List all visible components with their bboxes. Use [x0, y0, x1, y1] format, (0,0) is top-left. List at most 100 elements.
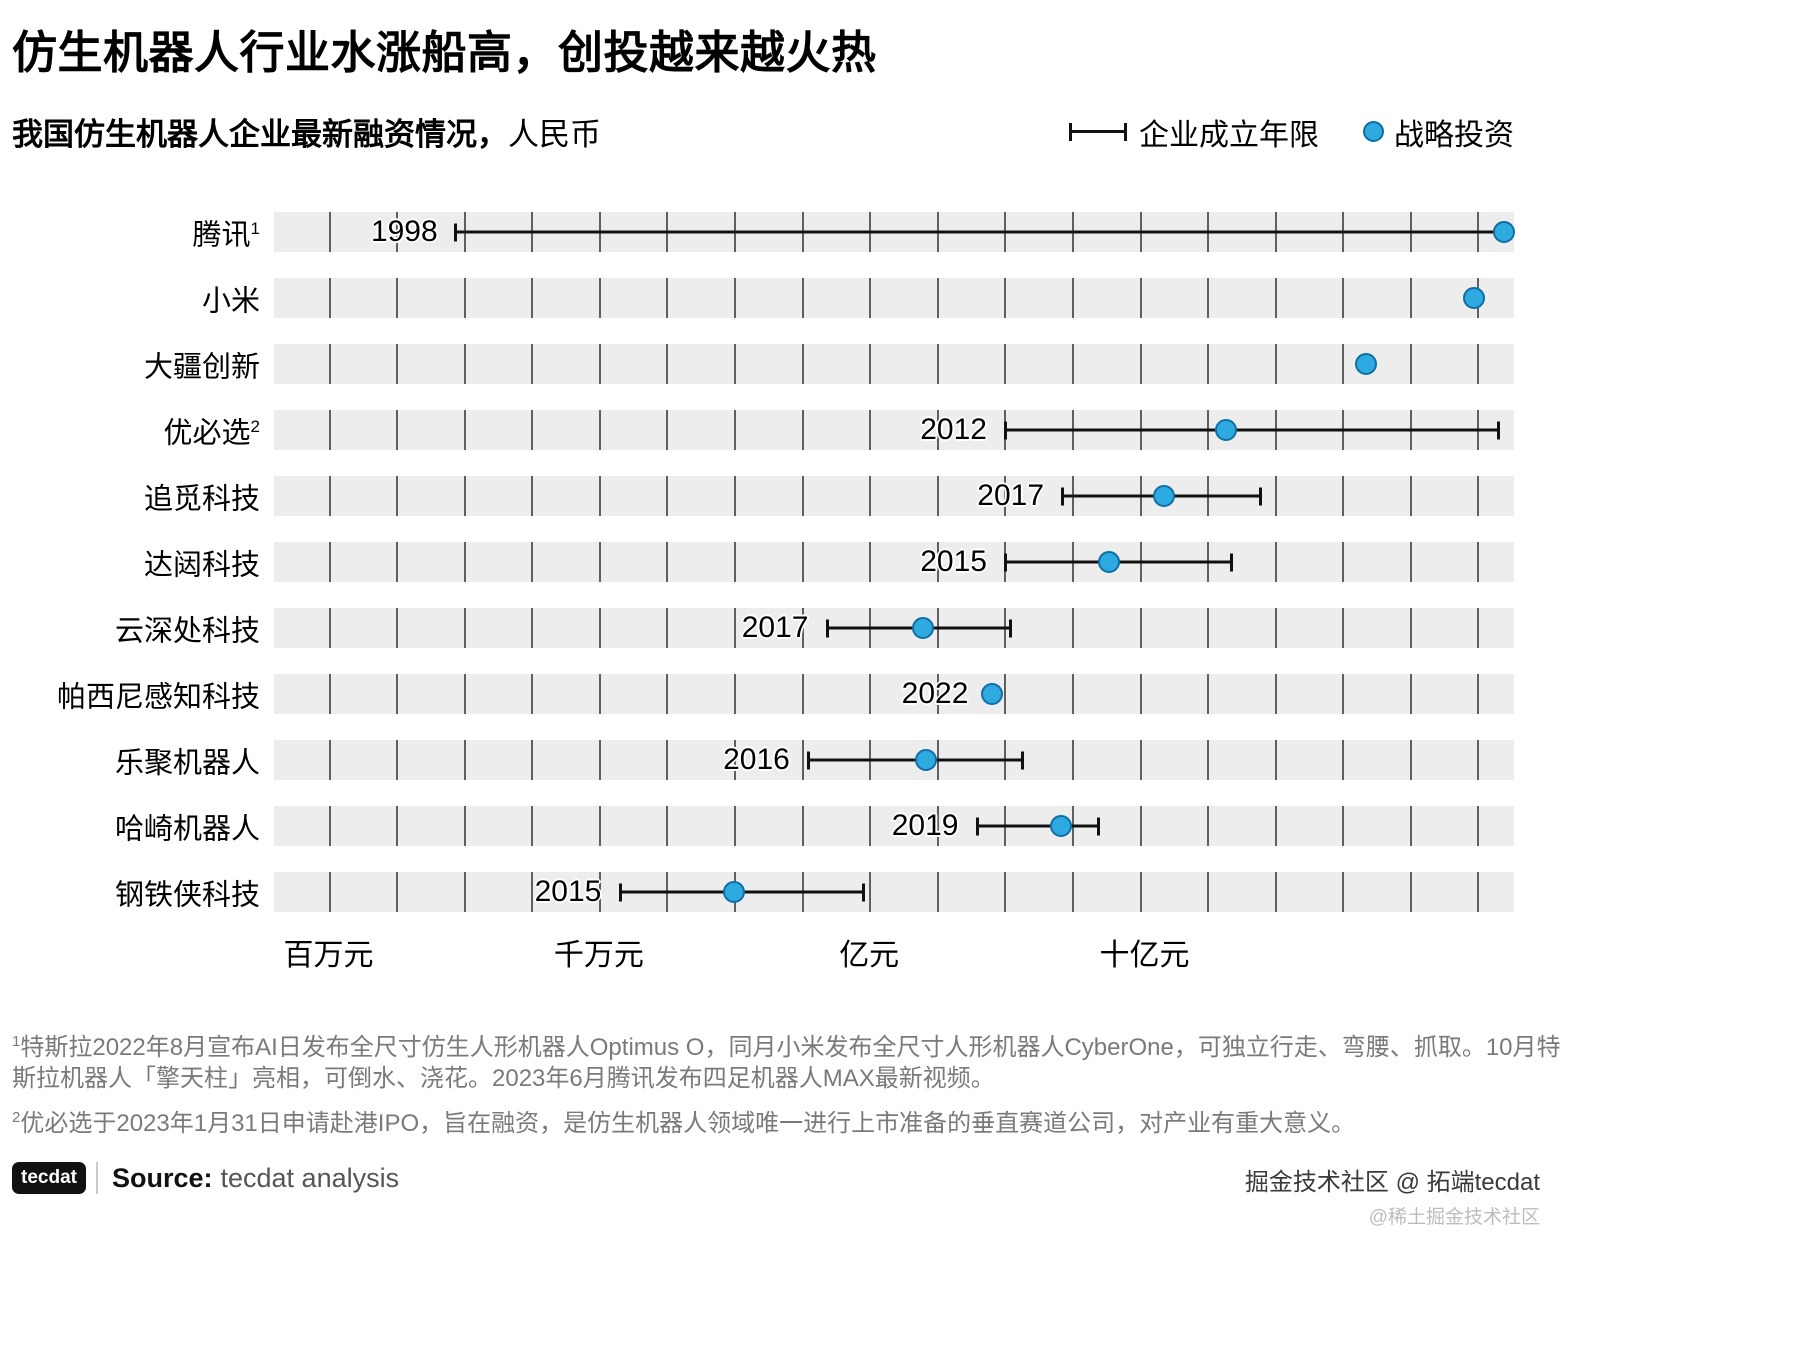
gridline-tick	[1477, 542, 1480, 582]
footer: tecdat Source: tecdat analysis 掘金技术社区 @ 拓…	[12, 1162, 1540, 1229]
chart-area: 腾讯1 1998 小米 大疆创新 优必选2	[12, 212, 1516, 912]
company-name: 达闼科技	[143, 549, 260, 582]
gridline-tick	[463, 740, 466, 780]
gridline-tick	[328, 344, 331, 384]
gridline-tick	[1409, 542, 1412, 582]
company-name: 优必选	[163, 417, 251, 450]
investment-dot	[1355, 353, 1378, 375]
gridline-tick	[1342, 608, 1345, 648]
gridline-tick	[936, 344, 939, 384]
company-label: 小米	[12, 275, 274, 322]
founding-year-label: 2015	[920, 545, 987, 578]
gridline-tick	[869, 542, 872, 582]
chart-row: 哈崎机器人 2019	[12, 806, 1514, 846]
gridline-tick	[869, 806, 872, 846]
gridline-tick	[734, 740, 737, 780]
gridline-tick	[598, 674, 601, 714]
gridline-tick	[531, 806, 534, 846]
tecdat-logo: tecdat	[12, 1162, 86, 1195]
company-name: 腾讯	[192, 219, 251, 252]
investment-dot	[1153, 485, 1176, 507]
chart-row: 帕西尼感知科技 2022	[12, 674, 1514, 714]
gridline-tick	[1071, 872, 1074, 912]
gridline-tick	[463, 806, 466, 846]
gridline-tick	[1139, 740, 1142, 780]
chart-title: 仿生机器人行业水涨船高，创投越来越火热	[12, 27, 877, 78]
gridline-tick	[734, 410, 737, 450]
gridline-tick	[531, 542, 534, 582]
gridline-tick	[328, 410, 331, 450]
gridline-tick	[869, 872, 872, 912]
founding-range-line	[1004, 428, 1501, 432]
footnote-1-text: 特斯拉2022年8月宣布AI日发布全尺寸仿生人形机器人Optimus O，同月小…	[12, 1034, 1561, 1092]
gridline-tick	[531, 674, 534, 714]
row-band: 2012	[274, 410, 1514, 450]
gridline-tick	[734, 278, 737, 318]
gridline-tick	[598, 740, 601, 780]
investment-dot	[980, 683, 1003, 705]
gridline-tick	[1207, 278, 1210, 318]
gridline-tick	[1274, 740, 1277, 780]
watermark-line1: 掘金技术社区 @ 拓端tecdat	[1244, 1169, 1540, 1197]
gridline-tick	[1342, 344, 1345, 384]
gridline-tick	[734, 806, 737, 846]
gridline-tick	[666, 476, 669, 516]
investment-dot	[1493, 221, 1516, 243]
gridline-tick	[598, 410, 601, 450]
footnotes: 1特斯拉2022年8月宣布AI日发布全尺寸仿生人形机器人Optimus O，同月…	[12, 1032, 1572, 1140]
chart-row: 大疆创新	[12, 344, 1514, 384]
gridline-tick	[1004, 278, 1007, 318]
gridline-tick	[734, 344, 737, 384]
gridline-tick	[1342, 806, 1345, 846]
gridline-tick	[801, 542, 804, 582]
gridline-tick	[869, 674, 872, 714]
gridline-tick	[1207, 740, 1210, 780]
gridline-tick	[936, 476, 939, 516]
gridline-tick	[463, 542, 466, 582]
gridline-tick	[463, 278, 466, 318]
investment-dot	[1463, 287, 1486, 309]
gridline-tick	[598, 476, 601, 516]
axis-label-hundred-million: 亿元	[839, 939, 900, 972]
company-name: 乐聚机器人	[114, 747, 260, 780]
founding-year-label: 2017	[741, 611, 809, 644]
axis-label-million: 百万元	[283, 939, 374, 972]
subtitle-light: 人民币	[508, 117, 601, 152]
chart-subtitle: 我国仿生机器人企业最新融资情况，人民币	[12, 109, 601, 154]
founding-range-legend-icon	[1069, 130, 1127, 133]
chart-row: 云深处科技 2017	[12, 608, 1514, 648]
source-label: Source:	[111, 1162, 213, 1193]
gridline-tick	[1139, 872, 1142, 912]
legend-dot-label: 战略投资	[1394, 118, 1514, 152]
gridline-tick	[598, 542, 601, 582]
company-name: 钢铁侠科技	[114, 879, 260, 912]
company-label: 达闼科技	[12, 539, 274, 586]
subtitle-row: 我国仿生机器人企业最新融资情况，人民币 企业成立年限 战略投资	[12, 109, 1514, 154]
gridline-tick	[1409, 674, 1412, 714]
gridline-tick	[1207, 674, 1210, 714]
row-band	[274, 344, 1514, 384]
gridline-tick	[396, 542, 399, 582]
x-axis: 百万元 千万元 亿元 十亿元	[274, 922, 1514, 972]
investment-dot	[911, 617, 934, 639]
company-label: 大疆创新	[12, 341, 274, 388]
founding-year-label: 2017	[977, 479, 1045, 512]
gridline-tick	[1139, 344, 1142, 384]
gridline-tick	[1139, 278, 1142, 318]
founding-year-label: 2012	[920, 413, 987, 446]
gridline-tick	[463, 476, 466, 516]
gridline-tick	[801, 608, 804, 648]
company-name: 云深处科技	[114, 615, 260, 648]
gridline-tick	[463, 674, 466, 714]
gridline-tick	[801, 740, 804, 780]
gridline-tick	[531, 278, 534, 318]
footnote-2-marker: 2	[12, 1109, 21, 1127]
gridline-tick	[1477, 674, 1480, 714]
gridline-tick	[1274, 476, 1277, 516]
gridline-tick	[1477, 872, 1480, 912]
gridline-tick	[801, 674, 804, 714]
chart-row: 追觅科技 2017	[12, 476, 1514, 516]
gridline-tick	[1342, 674, 1345, 714]
gridline-tick	[1139, 608, 1142, 648]
gridline-tick	[1477, 608, 1480, 648]
